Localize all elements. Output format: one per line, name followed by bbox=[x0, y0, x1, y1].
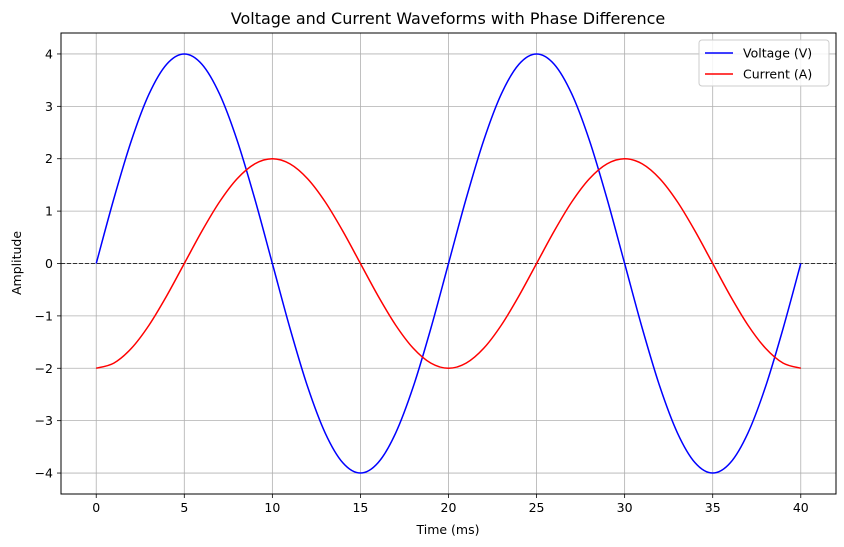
series-group bbox=[95, 53, 802, 474]
x-tick-label: 25 bbox=[529, 500, 545, 515]
chart-title: Voltage and Current Waveforms with Phase… bbox=[231, 9, 665, 28]
axis-ticks: 0 5 10 15 20 25 30 35 40 −4 −3 −2 −1 0 1 2 3 4 bbox=[35, 46, 809, 515]
y-tick-label: 0 bbox=[45, 256, 53, 271]
x-tick-label: 0 bbox=[92, 500, 100, 515]
x-tick-label: 10 bbox=[264, 500, 280, 515]
y-axis-label: Amplitude bbox=[9, 231, 24, 295]
legend-label: Current (A) bbox=[743, 67, 812, 82]
y-tick-label: 1 bbox=[45, 204, 53, 219]
y-tick-label: 3 bbox=[45, 99, 53, 114]
x-tick-label: 20 bbox=[441, 500, 457, 515]
x-tick-label: 15 bbox=[352, 500, 368, 515]
y-tick-label: 4 bbox=[45, 46, 53, 61]
y-tick-label: −2 bbox=[35, 361, 53, 376]
y-tick-label: 2 bbox=[45, 151, 53, 166]
y-tick-label: −4 bbox=[35, 466, 53, 481]
x-tick-label: 35 bbox=[705, 500, 721, 515]
x-tick-label: 5 bbox=[180, 500, 188, 515]
x-axis-label: Time (ms) bbox=[415, 522, 479, 537]
y-tick-label: −3 bbox=[35, 413, 53, 428]
voltage-series-line bbox=[95, 53, 802, 474]
x-tick-label: 40 bbox=[793, 500, 809, 515]
x-tick-label: 30 bbox=[617, 500, 633, 515]
legend-label: Voltage (V) bbox=[743, 46, 812, 61]
legend: Voltage (V) Current (A) bbox=[698, 39, 830, 87]
y-tick-label: −1 bbox=[35, 308, 53, 323]
current-series-line bbox=[96, 157, 801, 370]
